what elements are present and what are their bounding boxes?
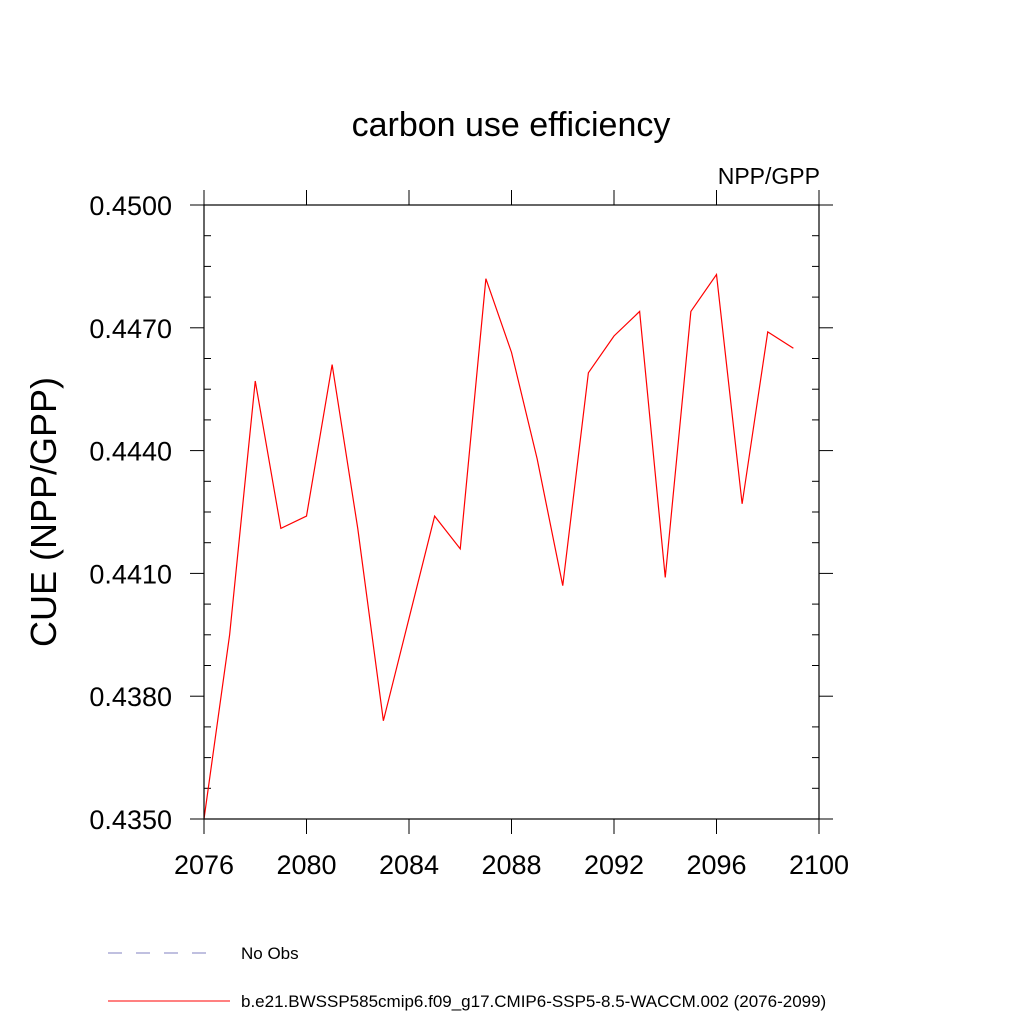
x-tick-label: 2076 <box>174 850 234 880</box>
series-line-model <box>203 272 794 820</box>
x-tick-label: 2100 <box>789 850 849 880</box>
legend: No Obs b.e21.BWSSP585cmip6.f09_g17.CMIP6… <box>108 944 826 1011</box>
y-tick-label: 0.4350 <box>89 805 172 835</box>
axis-tick-labels: 2076 2080 2084 2088 2092 2096 2100 0.4350 0.4380… <box>89 191 849 880</box>
y-tick-label: 0.4410 <box>89 559 172 589</box>
series-layer <box>203 272 794 820</box>
plot-frame <box>203 204 820 820</box>
y-tick-label: 0.4470 <box>89 314 172 344</box>
legend-label-no-obs: No Obs <box>241 944 299 963</box>
x-tick-label: 2080 <box>276 850 336 880</box>
y-axis-label: CUE (NPP/GPP) <box>23 377 64 647</box>
x-tick-label: 2088 <box>481 850 541 880</box>
y-tick-label: 0.4440 <box>89 437 172 467</box>
chart-subtitle: NPP/GPP <box>718 163 820 189</box>
x-tick-label: 2084 <box>379 850 439 880</box>
axis-ticks <box>190 190 833 834</box>
legend-label-model: b.e21.BWSSP585cmip6.f09_g17.CMIP6-SSP5-8… <box>241 992 826 1011</box>
x-tick-label: 2092 <box>584 850 644 880</box>
x-tick-label: 2096 <box>686 850 746 880</box>
chart-title: carbon use efficiency <box>352 106 671 144</box>
y-tick-label: 0.4500 <box>89 191 172 221</box>
y-tick-label: 0.4380 <box>89 682 172 712</box>
